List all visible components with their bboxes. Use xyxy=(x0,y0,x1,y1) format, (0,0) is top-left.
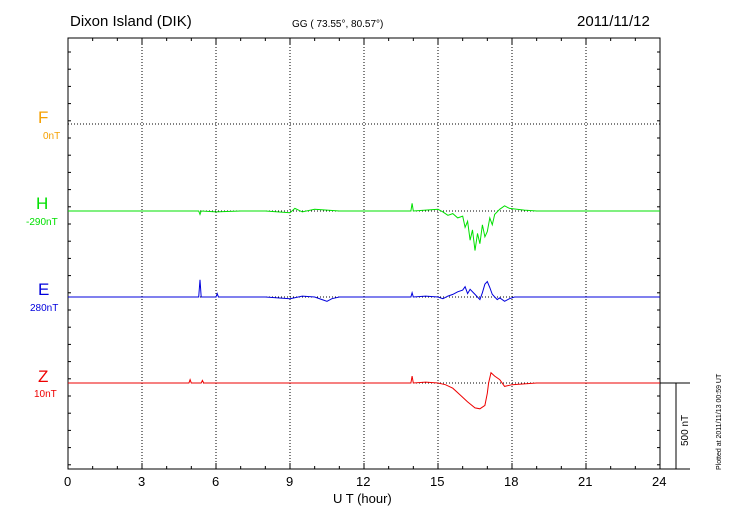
series-line-H xyxy=(68,203,660,251)
component-base-F: 0nT xyxy=(43,131,61,142)
plotted-timestamp: Plotted at 2011/11/13 00:59 UT xyxy=(716,373,723,470)
component-label-Z: Z xyxy=(38,367,49,386)
component-label-H: H xyxy=(36,194,49,213)
x-axis-label: U T (hour) xyxy=(333,491,392,506)
component-base-H: -290nT xyxy=(26,217,58,228)
station-title: Dixon Island (DIK) xyxy=(70,13,192,30)
scale-bar-label: 500 nT xyxy=(680,414,691,446)
x-tick-label: 15 xyxy=(430,474,445,489)
station-coordinates: GG ( 73.55°, 80.57°) xyxy=(292,19,384,30)
series-line-Z xyxy=(68,371,660,410)
x-tick-label: 24 xyxy=(652,474,667,489)
component-base-Z: 10nT xyxy=(34,389,57,400)
x-tick-label: 18 xyxy=(504,474,519,489)
plot-date: 2011/11/12 xyxy=(577,13,650,30)
series-line-E xyxy=(68,279,660,302)
component-base-E: 280nT xyxy=(30,303,59,314)
x-tick-label: 21 xyxy=(578,474,593,489)
component-label-E: E xyxy=(38,280,50,299)
x-tick-label: 6 xyxy=(212,474,220,489)
component-label-F: F xyxy=(38,108,49,127)
x-tick-label: 3 xyxy=(138,474,146,489)
x-tick-label: 0 xyxy=(64,474,72,489)
x-tick-label: 12 xyxy=(356,474,371,489)
x-tick-label: 9 xyxy=(286,474,294,489)
